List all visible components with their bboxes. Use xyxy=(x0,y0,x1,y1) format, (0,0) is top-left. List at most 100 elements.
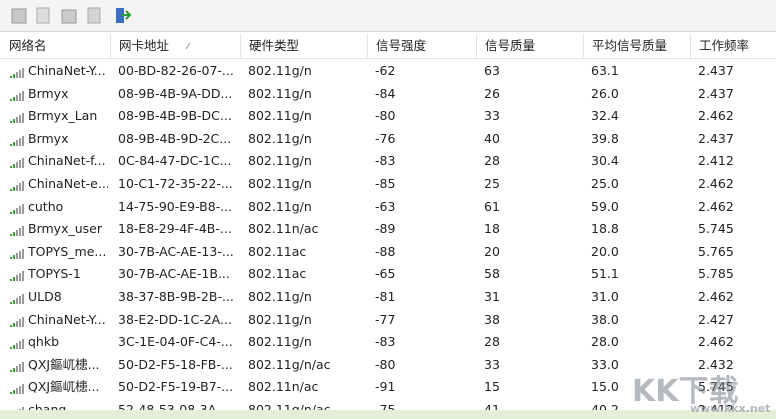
column-title[interactable]: 网卡地址 xyxy=(119,38,170,53)
list-cell: -63 xyxy=(375,198,396,214)
list-cell: 33.0 xyxy=(591,356,619,372)
properties-button[interactable] xyxy=(61,9,77,24)
sort-indicator xyxy=(185,42,191,50)
list-row[interactable]: Brmyx 08-9B-4B-9A-DD... 802.11g/n -84 26 26.0… xyxy=(0,83,776,105)
column-title[interactable]: 信号质量 xyxy=(485,38,536,53)
column-title[interactable]: 平均信号质量 xyxy=(592,38,668,53)
list-cell: -83 xyxy=(375,153,396,169)
list-cell: -89 xyxy=(375,221,396,237)
list-cell: 802.11ac xyxy=(248,266,307,282)
signal-icon xyxy=(10,90,24,101)
list-cell: 0C-84-47-DC-1C... xyxy=(118,153,232,169)
column-divider xyxy=(690,34,691,58)
column-divider xyxy=(476,34,477,58)
list-cell: 802.11g/n/ac xyxy=(248,356,331,372)
list-row[interactable]: TOPYS_me... 30-7B-AC-AE-13-... 802.11ac -88… xyxy=(0,241,776,263)
list-cell: 802.11g/n xyxy=(248,130,312,146)
save-button[interactable] xyxy=(11,8,27,24)
signal-icon xyxy=(10,68,24,78)
list-cell: 2.462 xyxy=(698,108,734,124)
list-cell: 31 xyxy=(484,289,500,304)
column-title[interactable]: 工作频率 xyxy=(699,38,750,53)
report-button[interactable] xyxy=(87,7,101,24)
exit-button[interactable] xyxy=(116,8,132,23)
list-cell: 00-BD-82-26-07-... xyxy=(118,63,234,78)
list-cell: ULD8 xyxy=(28,289,62,304)
list-cell: 61 xyxy=(484,198,500,214)
list-cell: 802.11g/n xyxy=(248,311,312,327)
list-row[interactable]: ChinaNet-f... 0C-84-47-DC-1C... 802.11g/n -… xyxy=(0,150,776,172)
list-cell: 15 xyxy=(484,379,500,395)
list-row[interactable]: TOPYS-1 30-7B-AC-AE-1B... 802.11ac -65 58 51.… xyxy=(0,263,776,285)
list-cell: 26 xyxy=(484,85,500,101)
list-cell: 38-37-8B-9B-2B-... xyxy=(118,289,234,304)
list-cell: 30.4 xyxy=(591,153,619,169)
list-cell: cutho xyxy=(28,198,64,214)
column-divider xyxy=(110,34,111,58)
list-cell: 38.0 xyxy=(591,311,619,327)
list-cell: 802.11n/ac xyxy=(248,221,319,237)
signal-icon xyxy=(10,135,24,146)
list-cell: 39.8 xyxy=(591,130,619,146)
list-cell: 28 xyxy=(484,334,500,350)
list-row[interactable]: ChinaNet-Y... 38-E2-DD-1C-2A... 802.11g/n -… xyxy=(0,309,776,331)
list-cell: 20.0 xyxy=(591,243,619,259)
list-cell: 51.1 xyxy=(591,266,619,282)
list-cell: 10-C1-72-35-22-... xyxy=(118,176,233,191)
list-row[interactable]: QXJ鏂屼槵... 50-D2-F5-19-B7-... 802.11n/ac -91… xyxy=(0,376,776,398)
list-cell: 25 xyxy=(484,176,500,191)
list-cell: 802.11g/n xyxy=(248,289,312,304)
list-cell: 50-D2-F5-18-FB-... xyxy=(118,356,233,372)
status-strip xyxy=(0,410,776,419)
list-cell: -62 xyxy=(375,63,396,78)
signal-icon xyxy=(10,361,24,372)
list-cell: 802.11g/n xyxy=(248,153,312,169)
list-cell: -85 xyxy=(375,176,396,191)
list-cell: 15.0 xyxy=(591,379,619,395)
list-cell: -76 xyxy=(375,130,396,146)
list-cell: 2.427 xyxy=(698,311,734,327)
list-cell: 33 xyxy=(484,108,500,124)
list-cell: 33 xyxy=(484,356,500,372)
list-row[interactable]: Brmyx_Lan 08-9B-4B-9B-DC... 802.11g/n -80 33… xyxy=(0,105,776,127)
list-cell: 802.11g/n xyxy=(248,63,312,78)
list-cell: 2.462 xyxy=(698,289,734,304)
copy-button[interactable] xyxy=(36,7,50,24)
list-cell: 5.785 xyxy=(698,266,734,282)
list-cell: 2.412 xyxy=(698,153,734,169)
column-header: 网络名 网卡地址 硬件类型 信号强度 信号质量 平均信号质量 工作频率 xyxy=(0,34,776,59)
list-row[interactable]: Brmyx_user 18-E8-29-4F-4B-... 802.11n/ac -8… xyxy=(0,218,776,240)
list-cell: 802.11g/n xyxy=(248,108,312,124)
list-row[interactable]: Brmyx 08-9B-4B-9D-2C... 802.11g/n -76 40 39.8… xyxy=(0,128,776,150)
column-divider xyxy=(240,34,241,58)
list-cell: 2.437 xyxy=(698,130,734,146)
list-row[interactable]: ChinaNet-Y... 00-BD-82-26-07-... 802.11g/n… xyxy=(0,60,776,82)
list-cell: -65 xyxy=(375,266,396,282)
list-cell: 802.11g/n xyxy=(248,85,312,101)
list-row[interactable]: ULD8 38-37-8B-9B-2B-... 802.11g/n -81 31 31.0… xyxy=(0,286,776,308)
list-cell: 802.11ac xyxy=(248,243,307,259)
list-cell: 802.11g/n xyxy=(248,198,312,214)
list-row[interactable]: cutho 14-75-90-E9-B8-... 802.11g/n -63 61 59.… xyxy=(0,196,776,218)
list-row[interactable]: qhkb 3C-1E-04-0F-C4-... 802.11g/n -83 28 28.0… xyxy=(0,331,776,353)
list-cell: ChinaNet-Y... xyxy=(28,311,106,327)
list-cell: 2.437 xyxy=(698,85,734,101)
list-cell: 08-9B-4B-9D-2C... xyxy=(118,130,232,146)
toolbar xyxy=(0,0,776,32)
list-cell: 5.765 xyxy=(698,243,734,259)
column-divider xyxy=(583,34,584,58)
list-cell: 50-D2-F5-19-B7-... xyxy=(118,379,234,395)
list-cell: 18.8 xyxy=(591,221,619,237)
signal-icon xyxy=(10,113,24,124)
list-row[interactable]: ChinaNet-e... 10-C1-72-35-22-... 802.11g/n… xyxy=(0,173,776,195)
list-cell: 08-9B-4B-9A-DD... xyxy=(118,85,233,101)
signal-icon xyxy=(10,339,24,350)
column-title[interactable]: 信号强度 xyxy=(376,38,427,53)
list-cell: TOPYS_me... xyxy=(28,243,107,259)
list-cell: 30-7B-AC-AE-13-... xyxy=(118,243,234,259)
list-row[interactable]: QXJ鏂屼槵... 50-D2-F5-18-FB-... 802.11g/n/ac -… xyxy=(0,354,776,376)
signal-icon xyxy=(10,203,24,214)
column-title[interactable]: 硬件类型 xyxy=(249,38,300,53)
column-title[interactable]: 网络名 xyxy=(9,38,47,53)
list-cell: 14-75-90-E9-B8-... xyxy=(118,198,233,214)
